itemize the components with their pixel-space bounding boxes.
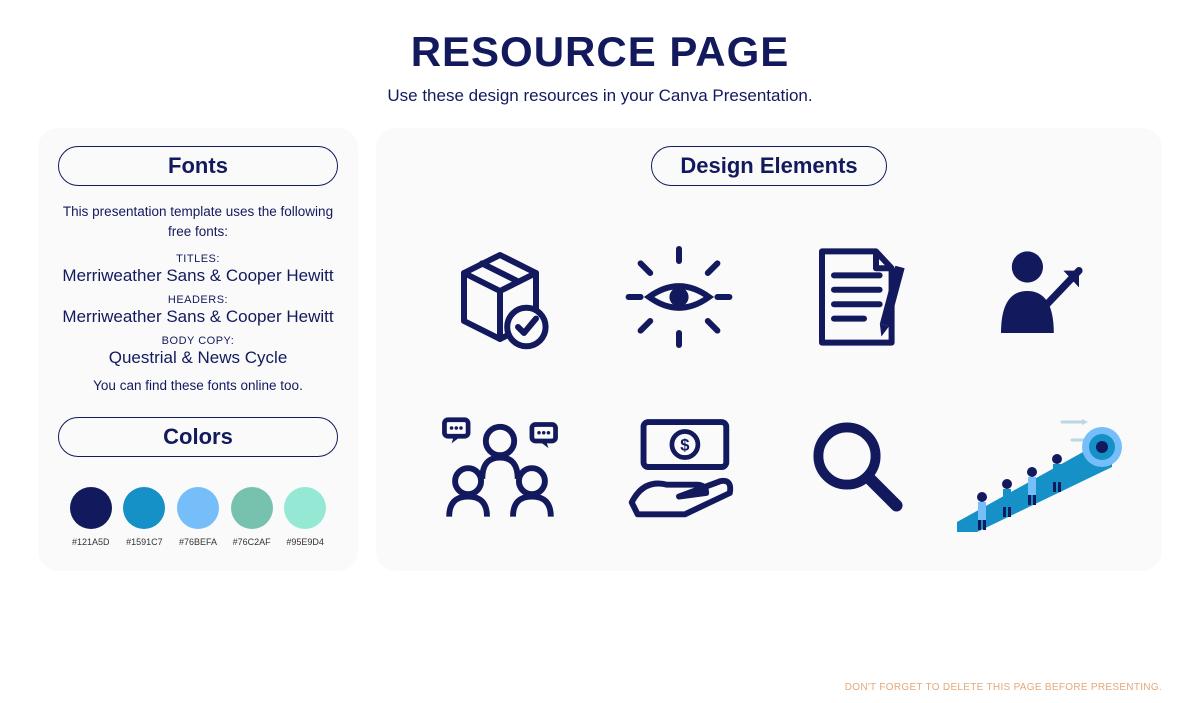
colors-header: Colors <box>58 417 338 457</box>
headers-fonts: Merriweather Sans & Cooper Hewitt <box>58 306 338 327</box>
fonts-header: Fonts <box>58 146 338 186</box>
page-title: RESOURCE PAGE <box>0 28 1200 76</box>
footer-note: DON'T FORGET TO DELETE THIS PAGE BEFORE … <box>845 682 1162 693</box>
color-swatches: #121A5D #1591C7 #76BEFA #76C2AF #95E9D4 <box>58 487 338 547</box>
fonts-outro: You can find these fonts online too. <box>58 376 338 396</box>
team-chat-icon <box>416 392 585 542</box>
swatch-label-1: #1591C7 <box>118 537 172 547</box>
titles-fonts: Merriweather Sans & Cooper Hewitt <box>58 265 338 286</box>
fonts-colors-panel: Fonts This presentation template uses th… <box>38 128 358 571</box>
eye-vision-icon <box>595 222 764 372</box>
swatch-label-4: #95E9D4 <box>278 537 332 547</box>
fonts-intro: This presentation template uses the foll… <box>58 202 338 243</box>
swatch-3: #76C2AF <box>225 487 279 547</box>
design-elements-header: Design Elements <box>651 146 886 186</box>
person-growth-icon <box>952 222 1122 372</box>
swatch-circle-1 <box>123 487 165 529</box>
swatch-label-3: #76C2AF <box>225 537 279 547</box>
swatch-circle-4 <box>284 487 326 529</box>
team-target-icon <box>952 392 1122 542</box>
swatch-circle-2 <box>177 487 219 529</box>
page-subtitle: Use these design resources in your Canva… <box>0 86 1200 106</box>
swatch-circle-0 <box>70 487 112 529</box>
body-fonts: Questrial & News Cycle <box>58 347 338 368</box>
design-icon-grid: $ <box>396 222 1142 542</box>
body-label: BODY COPY: <box>58 335 338 347</box>
magnifier-icon <box>773 392 942 542</box>
money-hand-icon: $ <box>595 392 764 542</box>
swatch-label-2: #76BEFA <box>171 537 225 547</box>
swatch-1: #1591C7 <box>118 487 172 547</box>
swatch-0: #121A5D <box>64 487 118 547</box>
svg-text:$: $ <box>680 435 689 454</box>
headers-label: HEADERS: <box>58 294 338 306</box>
swatch-4: #95E9D4 <box>278 487 332 547</box>
swatch-2: #76BEFA <box>171 487 225 547</box>
titles-label: TITLES: <box>58 253 338 265</box>
swatch-circle-3 <box>231 487 273 529</box>
swatch-label-0: #121A5D <box>64 537 118 547</box>
document-pencil-icon <box>773 222 942 372</box>
box-check-icon <box>416 222 585 372</box>
design-elements-panel: Design Elements <box>376 128 1162 571</box>
